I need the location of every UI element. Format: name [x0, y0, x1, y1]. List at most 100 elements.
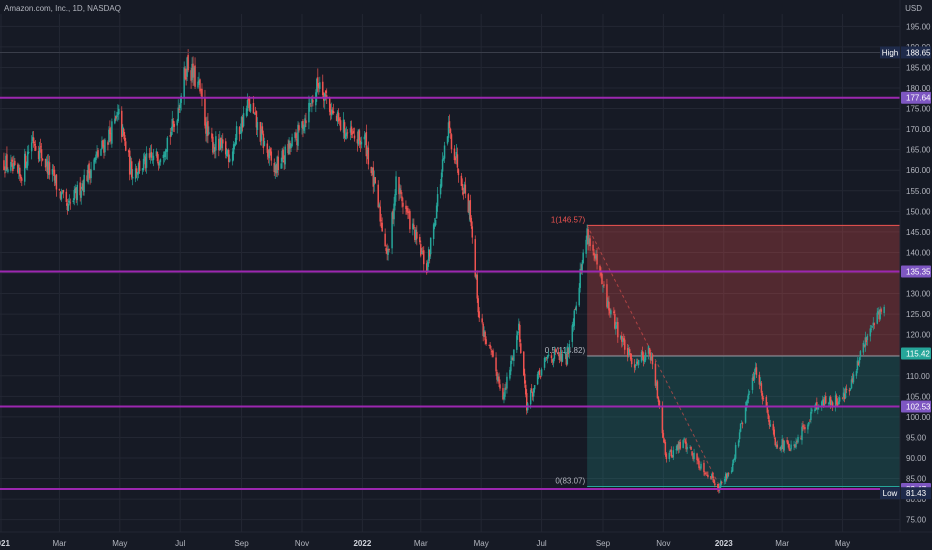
candle-body — [600, 271, 602, 276]
candle-body — [744, 406, 747, 423]
candle-body — [703, 462, 705, 473]
candle-body — [471, 226, 474, 238]
candle-body — [579, 268, 581, 288]
candle-body — [270, 151, 273, 161]
candle-body — [387, 248, 389, 255]
candle-body — [412, 223, 414, 230]
candle-body — [374, 177, 376, 184]
candle-body — [679, 441, 681, 449]
candle-body — [62, 189, 65, 193]
candle-body — [53, 169, 56, 181]
candle-body — [814, 409, 816, 412]
y-tick-label: 85.00 — [906, 475, 927, 484]
candle-body — [499, 384, 501, 389]
candle-body — [565, 353, 568, 365]
candle-body — [871, 326, 874, 328]
candle-body — [690, 446, 692, 450]
candle-body — [841, 397, 844, 399]
last-price-tag-bg — [901, 347, 931, 360]
candle-body — [370, 166, 373, 174]
candle-body — [699, 467, 701, 469]
candle-body — [192, 63, 194, 78]
candle-body — [238, 127, 241, 135]
candle-body — [654, 363, 657, 386]
candle-body — [303, 126, 305, 131]
candle-body — [592, 244, 594, 251]
candle-body — [95, 154, 97, 160]
candle-body — [104, 139, 106, 153]
candle-body — [505, 387, 507, 389]
candle-body — [14, 160, 16, 165]
candle-body — [124, 135, 126, 141]
candle-body — [405, 205, 407, 209]
candle-body — [169, 135, 172, 137]
candle-body — [760, 383, 763, 393]
candle-body — [790, 444, 792, 450]
high-value-bg — [901, 46, 931, 59]
candle-body — [159, 159, 162, 163]
candle-body — [183, 67, 185, 98]
candle-body — [75, 187, 77, 199]
candle-body — [121, 110, 123, 137]
candle-body — [707, 474, 709, 478]
candle-body — [596, 254, 598, 265]
candle-body — [684, 439, 686, 443]
x-tick-label: Jul — [175, 539, 185, 548]
candle-body — [704, 472, 706, 475]
candle-body — [316, 78, 318, 94]
candle-body — [409, 211, 411, 230]
candle-body — [726, 472, 729, 478]
candle-body — [325, 95, 328, 99]
candle-body — [651, 356, 654, 365]
candle-body — [349, 128, 352, 133]
candle-body — [24, 155, 27, 168]
candle-body — [838, 397, 841, 402]
candle-body — [552, 358, 555, 364]
candle-body — [633, 364, 636, 368]
candle-body — [672, 450, 675, 458]
candle-body — [65, 191, 68, 202]
candle-body — [429, 237, 432, 255]
candle-body — [796, 441, 798, 443]
candle-body — [457, 169, 460, 176]
candle-body — [558, 354, 561, 360]
candle-body — [519, 324, 521, 342]
candle-body — [61, 192, 64, 194]
candle-body — [273, 163, 276, 173]
candle-body — [661, 406, 664, 434]
y-tick-label: 140.00 — [906, 248, 931, 257]
candle-body — [359, 140, 362, 145]
candle-body — [822, 399, 824, 402]
candle-body — [173, 123, 176, 127]
candle-body — [801, 426, 803, 441]
candle-body — [58, 189, 61, 191]
candle-body — [573, 310, 576, 326]
candle-body — [74, 188, 76, 192]
candle-body — [59, 191, 62, 199]
candle-body — [282, 149, 284, 160]
candle-body — [567, 348, 570, 355]
candle-body — [294, 132, 296, 138]
level-tag-bg — [901, 91, 931, 104]
candle-body — [69, 202, 72, 204]
candle-body — [793, 444, 795, 446]
candle-body — [636, 361, 639, 364]
candle-body — [422, 250, 424, 252]
candle-body — [640, 351, 643, 362]
candle-body — [721, 482, 723, 484]
candle-body — [395, 176, 397, 196]
level-tag-text: 177.64 — [906, 94, 931, 103]
candle-body — [568, 343, 571, 354]
candle-body — [759, 381, 762, 385]
candle-body — [766, 406, 769, 413]
candle-body — [752, 376, 755, 381]
x-tick-label: 2021 — [0, 539, 10, 548]
candle-body — [560, 353, 563, 362]
candle-body — [436, 194, 439, 207]
candle-body — [143, 155, 146, 162]
candle-body — [741, 423, 744, 425]
candle-body — [627, 349, 630, 356]
candle-body — [68, 200, 71, 203]
candle-body — [232, 144, 235, 155]
